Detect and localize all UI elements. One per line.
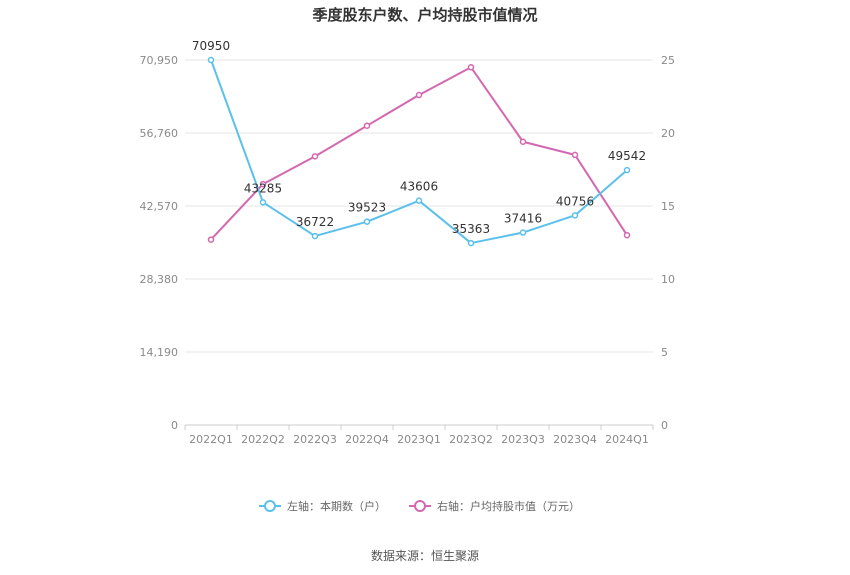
x-axis: 2022Q1 2022Q2 2022Q3 2022Q4 2023Q1 2023Q2 2023…: [184, 425, 654, 446]
gridlines: [185, 59, 653, 426]
data-point: [363, 218, 371, 225]
chart-title: 季度股东户数、户均持股市值情况: [312, 6, 537, 24]
data-point: [519, 229, 527, 236]
x-tick-label: 2023Q2: [449, 433, 493, 446]
left-tick-label: 28,380: [140, 273, 179, 286]
data-point: [519, 138, 527, 146]
data-point: [259, 180, 267, 188]
x-tick-label: 2023Q3: [501, 433, 545, 446]
right-tick-label: 20: [661, 127, 675, 140]
x-tick-label: 2023Q4: [553, 433, 597, 446]
left-tick-label: 42,570: [140, 200, 179, 213]
data-source: 数据来源：恒生聚源: [371, 548, 479, 563]
data-label: 37416: [504, 212, 542, 226]
legend-item-1[interactable]: 右轴：户均持股市值（万元）: [409, 499, 580, 513]
data-labels: 70950 43285 36722 39523 43606 35363 37416 40756…: [192, 39, 646, 236]
data-label: 49542: [608, 149, 646, 163]
data-point: [467, 239, 475, 247]
left-axis: 0 14,190 28,380 42,570 56,760 70,950: [140, 54, 179, 432]
data-label: 35363: [452, 222, 490, 236]
data-label: 39523: [348, 201, 386, 215]
x-tick-label: 2022Q2: [241, 433, 285, 446]
series-lines: [207, 56, 631, 247]
data-point: [363, 122, 371, 129]
data-label: 40756: [556, 194, 594, 208]
data-point: [207, 236, 215, 243]
left-tick-label: 14,190: [140, 346, 179, 359]
x-tick-label: 2024Q1: [605, 433, 649, 446]
data-label: 70950: [192, 39, 230, 53]
legend-marker: [264, 500, 276, 512]
left-tick-label: 70,950: [140, 54, 179, 67]
x-tick-label: 2022Q3: [293, 433, 337, 446]
x-tick-label: 2022Q4: [345, 433, 389, 446]
left-tick-label: 0: [171, 419, 178, 432]
legend-label: 右轴：户均持股市值（万元）: [437, 499, 580, 513]
right-tick-label: 15: [661, 200, 675, 213]
x-tick-label: 2022Q1: [189, 433, 233, 446]
data-point: [311, 153, 319, 160]
left-tick-label: 56,760: [140, 127, 179, 140]
data-label: 36722: [296, 215, 334, 229]
right-tick-label: 10: [661, 273, 675, 286]
data-label: 43285: [244, 181, 282, 195]
data-point: [311, 232, 319, 240]
data-label: 43606: [400, 180, 438, 194]
legend-marker: [414, 500, 426, 512]
data-point: [623, 166, 631, 174]
data-point: [415, 197, 423, 204]
legend[interactable]: 左轴：本期数（户） 右轴：户均持股市值（万元）: [259, 499, 580, 513]
data-point: [623, 231, 631, 239]
legend-label: 左轴：本期数（户）: [287, 499, 386, 513]
data-point: [207, 56, 215, 64]
right-axis: 0 5 10 15 20 25: [661, 54, 675, 432]
data-point: [467, 64, 475, 71]
data-point: [259, 199, 267, 206]
right-tick-label: 5: [661, 346, 668, 359]
right-tick-label: 25: [661, 54, 675, 67]
data-point: [415, 91, 423, 99]
legend-item-0[interactable]: 左轴：本期数（户）: [259, 499, 386, 513]
data-point: [571, 151, 579, 159]
x-tick-label: 2023Q1: [397, 433, 441, 446]
right-tick-label: 0: [661, 419, 668, 432]
data-point: [571, 212, 579, 219]
